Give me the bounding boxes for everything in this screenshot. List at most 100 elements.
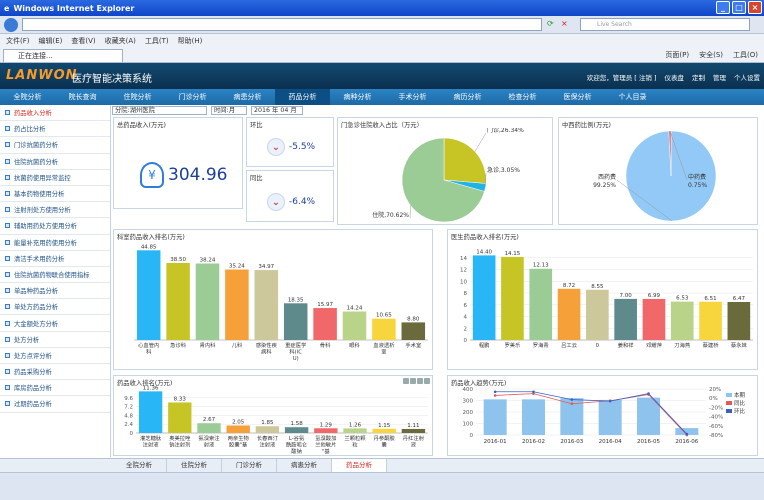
sidebar-item[interactable]: 单品种药品分析 xyxy=(0,283,110,300)
bottom-tab[interactable]: 药品分析 xyxy=(332,459,387,472)
x-tick-label: 科 xyxy=(146,348,152,356)
sidebar-item[interactable]: 单处方药品分析 xyxy=(0,299,110,316)
sidebar-item[interactable]: 辅助用药处方使用分析 xyxy=(0,218,110,235)
bar xyxy=(401,428,426,433)
sidebar-item[interactable]: 抗菌药使用异常监控 xyxy=(0,170,110,186)
panel-max-icon[interactable] xyxy=(410,378,416,384)
nav-tab-10[interactable]: 医保分析 xyxy=(563,93,592,101)
sidebar-item-label: 药品收入分析 xyxy=(14,110,52,118)
welcome-text[interactable]: 欢迎您，管理员 [ 注销 ] xyxy=(586,74,657,82)
sidebar-item[interactable]: 库房药品分析 xyxy=(0,380,110,397)
bottom-tab[interactable]: 全院分析 xyxy=(112,459,167,472)
pie-leader-line xyxy=(669,130,688,181)
period-select[interactable]: 时间:月 xyxy=(211,106,247,115)
sidebar-item[interactable]: 处方点评分析 xyxy=(0,348,110,364)
sidebar-item[interactable]: 药品收入分析 xyxy=(0,105,110,122)
x-tick-label: 血液透析 xyxy=(373,341,395,349)
nav-tab-3[interactable]: 门诊分析 xyxy=(178,93,207,101)
sidebar-item-label: 住院抗菌药物联合使用指标 xyxy=(14,271,90,279)
menu-favorites[interactable]: 收藏夹(A) xyxy=(104,37,136,45)
bar xyxy=(670,301,694,340)
sidebar-item[interactable]: 药占比分析 xyxy=(0,121,110,138)
sidebar-item[interactable]: 清洁手术用药分析 xyxy=(0,251,110,267)
dashboard-link[interactable]: 仪表盘 xyxy=(664,74,685,82)
bar xyxy=(472,255,496,340)
mom-point xyxy=(532,390,535,394)
panel-refresh-icon[interactable] xyxy=(417,378,423,384)
bar xyxy=(138,391,163,433)
sidebar-item-label: 大金额处方分析 xyxy=(14,320,59,328)
bar-value-label: 7.00 xyxy=(620,293,633,299)
sidebar-item[interactable]: 注射剂处方使用分析 xyxy=(0,202,110,219)
menu-file[interactable]: 文件(F) xyxy=(6,37,30,45)
sidebar-item-label: 门诊抗菌药分析 xyxy=(14,142,59,150)
sidebar-item[interactable]: 处方分析 xyxy=(0,332,110,348)
nav-tab-1[interactable]: 院长查询 xyxy=(68,93,97,101)
bottom-tab[interactable]: 门诊分析 xyxy=(222,459,277,472)
bottom-spacer xyxy=(0,459,112,472)
menu-tools[interactable]: 工具(T) xyxy=(144,37,169,45)
nav-tab-0[interactable]: 全院分析 xyxy=(13,93,42,101)
nav-tab-5[interactable]: 药品分析 xyxy=(275,89,330,105)
bottom-tab[interactable]: 住院分析 xyxy=(167,459,222,472)
panel-close-icon[interactable] xyxy=(424,378,430,384)
x-tick-label: "基 xyxy=(322,447,330,455)
menu-view[interactable]: 查看(V) xyxy=(71,37,96,45)
sidebar-item[interactable]: 过期药品分析 xyxy=(0,396,110,413)
chart-title: 门急诊住院收入占比（万元） xyxy=(341,122,423,129)
trend-chart: 0 100 200 300 400 20% 0% -20% -40% -60% -80% 2016-0… xyxy=(463,387,746,445)
refresh-icon[interactable]: ⟳ xyxy=(547,19,554,28)
menu-help[interactable]: 帮助(H) xyxy=(177,37,203,45)
sidebar-item[interactable]: 基本药物使用分析 xyxy=(0,186,110,203)
x-tick-label: 罗海青 xyxy=(533,341,549,349)
sidebar-item[interactable]: 门诊抗菌药分析 xyxy=(0,137,110,154)
doc-icon xyxy=(5,174,10,180)
bottom-tab[interactable]: 病患分析 xyxy=(277,459,332,472)
mom-point xyxy=(647,392,650,395)
nav-tab-8[interactable]: 病历分析 xyxy=(453,93,482,101)
panel-min-icon[interactable] xyxy=(403,378,409,384)
x-tick-label: 2016-05 xyxy=(637,439,660,445)
y2-tick-label: -80% xyxy=(709,433,723,439)
sidebar-item[interactable]: 能量补充用药使用分析 xyxy=(0,235,110,251)
nav-tab-2[interactable]: 住院分析 xyxy=(123,93,152,101)
search-input[interactable]: Live Search xyxy=(580,18,750,31)
nav-tab-11[interactable]: 个人目录 xyxy=(618,93,647,101)
dept-select[interactable]: 分院:湖州医院 xyxy=(112,106,207,115)
sidebar-item[interactable]: 大金额处方分析 xyxy=(0,315,110,332)
customize-link[interactable]: 定制 xyxy=(692,74,705,82)
sidebar-item[interactable]: 药品采购分析 xyxy=(0,364,110,381)
settings-link[interactable]: 个人设置 xyxy=(734,74,760,82)
kpi-total-panel: 总药品收入(万元) ¥ 304.96 xyxy=(113,117,243,209)
tool-safety[interactable]: 安全(S) xyxy=(699,51,724,59)
window-titlebar: e Windows Internet Explorer _ □ × xyxy=(0,0,764,16)
menu-edit[interactable]: 编辑(E) xyxy=(38,37,63,45)
nav-tab-9[interactable]: 检查分析 xyxy=(508,93,537,101)
close-button[interactable]: × xyxy=(748,1,762,14)
sidebar-item[interactable]: 住院抗菌药分析 xyxy=(0,154,110,170)
nav-tab-7[interactable]: 手术分析 xyxy=(398,93,427,101)
month-picker[interactable]: 2016 年 04 月 xyxy=(251,106,303,115)
minimize-button[interactable]: _ xyxy=(716,1,730,14)
pie-leader-line xyxy=(409,205,411,219)
bar xyxy=(557,288,581,340)
manage-link[interactable]: 管理 xyxy=(713,74,726,82)
ie-icon: e xyxy=(4,3,10,13)
stop-icon[interactable]: × xyxy=(561,19,568,28)
trend-bar xyxy=(598,399,622,435)
sidebar-item-label: 清洁手术用药分析 xyxy=(14,255,65,263)
sidebar-item[interactable]: 住院抗菌药物联合使用指标 xyxy=(0,267,110,284)
back-icon[interactable] xyxy=(4,18,18,32)
nav-tab-6[interactable]: 病种分析 xyxy=(343,93,372,101)
nav-tab-4[interactable]: 病患分析 xyxy=(233,93,262,101)
browser-tab[interactable]: 正在连接... xyxy=(3,49,123,62)
bar xyxy=(283,303,308,340)
sidebar-item-label: 处方分析 xyxy=(14,336,40,344)
url-input[interactable] xyxy=(22,18,542,31)
pie-leader-line xyxy=(616,179,673,222)
bar xyxy=(226,425,250,433)
x-tick-label: 兰他敏片 xyxy=(315,441,336,449)
tool-tools[interactable]: 工具(O) xyxy=(733,51,758,59)
maximize-button[interactable]: □ xyxy=(732,1,746,14)
tool-page[interactable]: 页面(P) xyxy=(665,51,690,59)
